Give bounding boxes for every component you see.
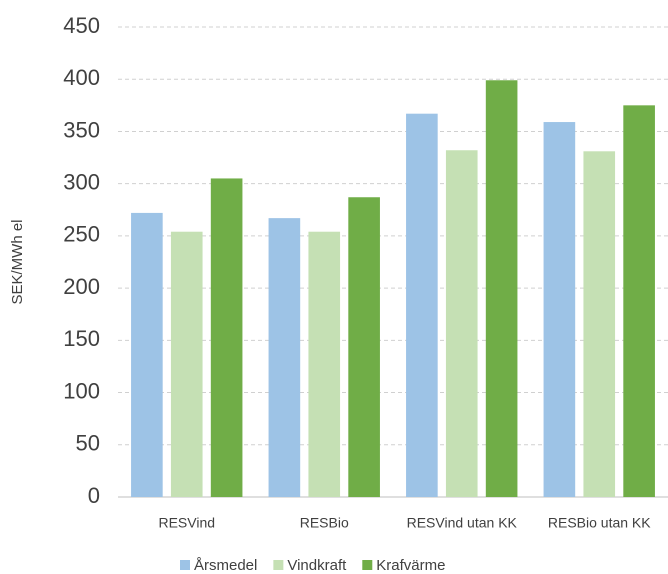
y-tick-label: 50 (76, 431, 100, 456)
bar (445, 150, 478, 497)
x-tick-label: RESBio (300, 515, 349, 531)
bar (131, 212, 163, 497)
y-tick-label: 400 (63, 65, 100, 90)
bar (348, 197, 380, 497)
bar (268, 218, 301, 497)
y-tick-label: 300 (63, 169, 100, 194)
y-axis-label: SEK/MWh el (9, 219, 26, 304)
x-tick-label: RESVind (158, 515, 215, 531)
legend-label: Vindkraft (287, 557, 347, 574)
y-tick-label: 250 (63, 222, 100, 247)
legend-swatch (273, 560, 284, 570)
x-tick-label: RESVind utan KK (407, 515, 518, 531)
bar (623, 105, 655, 497)
y-tick-label: 0 (88, 483, 100, 508)
legend-swatch (362, 560, 373, 570)
bar (210, 178, 243, 497)
y-tick-label: 200 (63, 274, 100, 299)
y-tick-label: 450 (63, 13, 100, 38)
bar (170, 231, 203, 497)
y-tick-label: 350 (63, 117, 100, 142)
x-tick-label: RESBio utan KK (548, 515, 651, 531)
bar (583, 151, 616, 498)
y-tick-label: 150 (63, 326, 100, 351)
y-tick-label: 100 (63, 378, 100, 403)
bar (406, 113, 438, 497)
bar (308, 231, 341, 497)
legend-label: Årsmedel (194, 557, 257, 574)
bar (485, 80, 518, 498)
bar (543, 122, 576, 498)
legend-swatch (180, 560, 190, 570)
legend-label: Krafvärme (376, 557, 445, 574)
